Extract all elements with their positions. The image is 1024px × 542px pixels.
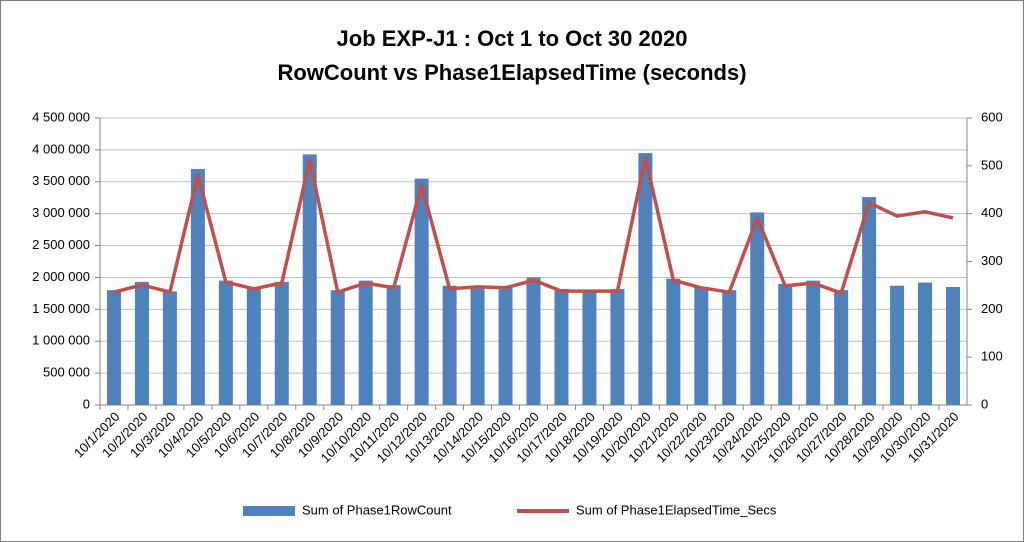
y-tick-label: 2 500 000 <box>32 237 90 252</box>
y2-tick-label: 400 <box>981 205 1003 220</box>
bar <box>246 287 261 405</box>
legend-label: Sum of Phase1ElapsedTime_Secs <box>576 502 777 517</box>
bar <box>750 212 765 405</box>
bar <box>610 288 625 405</box>
chart-title: Job EXP-J1 : Oct 1 to Oct 30 2020 <box>337 26 688 51</box>
bar <box>302 154 317 405</box>
bar <box>862 197 877 405</box>
y-tick-label: 3 000 000 <box>32 205 90 220</box>
y2-tick-label: 100 <box>981 349 1003 364</box>
bar <box>414 178 429 405</box>
bar <box>918 282 933 405</box>
bar <box>526 277 541 405</box>
bar <box>666 278 681 405</box>
y-tick-label: 500 000 <box>43 365 90 380</box>
y2-tick-label: 600 <box>981 109 1003 124</box>
bar <box>638 153 653 405</box>
bar <box>554 288 569 405</box>
bar <box>946 287 961 405</box>
bar <box>162 291 177 405</box>
y2-tick-label: 300 <box>981 253 1003 268</box>
y-tick-label: 4 000 000 <box>32 141 90 156</box>
bar <box>582 290 597 405</box>
line <box>113 155 954 295</box>
legend-label: Sum of Phase1RowCount <box>302 502 452 517</box>
bar <box>722 290 737 405</box>
bar <box>806 280 821 405</box>
bar <box>498 287 513 405</box>
y2-tick-label: 200 <box>981 301 1003 316</box>
legend-swatch <box>243 506 295 516</box>
bar <box>442 285 457 405</box>
bar <box>330 290 345 405</box>
bar <box>358 280 373 405</box>
bar <box>106 290 121 405</box>
y2-tick-label: 0 <box>981 396 988 411</box>
y2-tick-label: 500 <box>981 157 1003 172</box>
chart-subtitle: RowCount vs Phase1ElapsedTime (seconds) <box>277 60 746 85</box>
y-tick-label: 0 <box>83 396 90 411</box>
y-tick-label: 4 500 000 <box>32 109 90 124</box>
y-tick-label: 1 000 000 <box>32 333 90 348</box>
bar <box>190 169 205 405</box>
bar <box>694 287 709 405</box>
y-tick-label: 2 000 000 <box>32 269 90 284</box>
y-tick-label: 1 500 000 <box>32 301 90 316</box>
bar <box>470 285 485 405</box>
bar <box>834 290 849 405</box>
bar <box>274 281 289 405</box>
bar <box>386 285 401 405</box>
y-tick-label: 3 500 000 <box>32 173 90 188</box>
bar <box>218 280 233 405</box>
bar <box>890 285 905 405</box>
bar <box>778 283 793 405</box>
bar <box>134 281 149 405</box>
